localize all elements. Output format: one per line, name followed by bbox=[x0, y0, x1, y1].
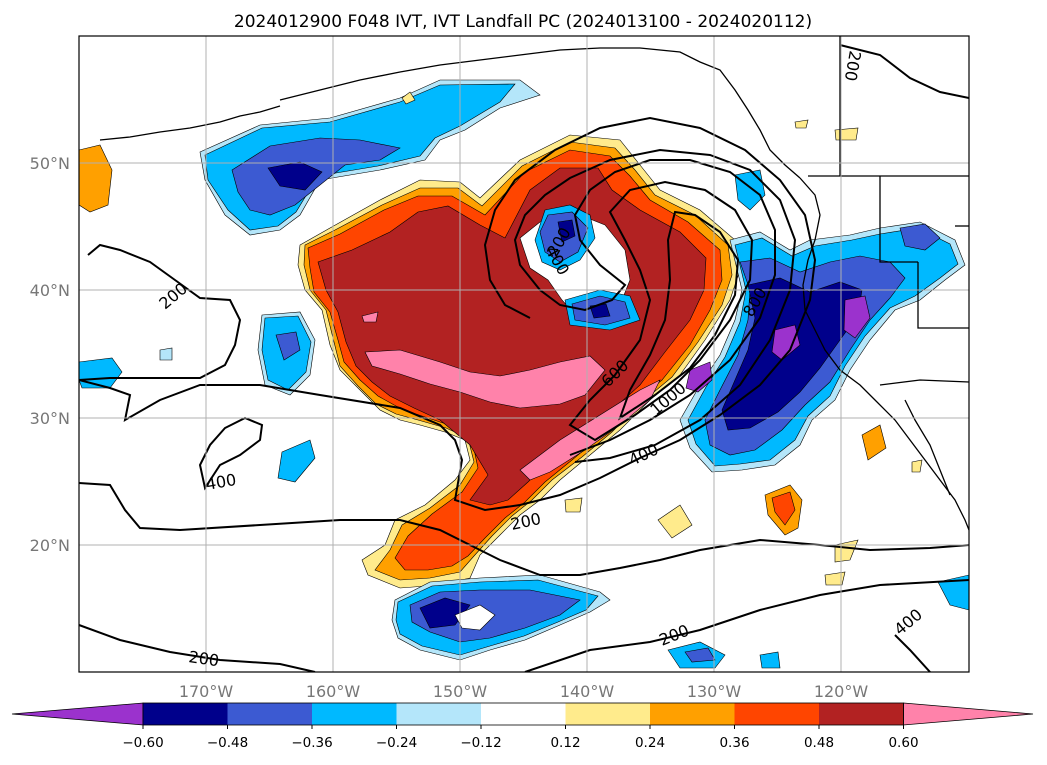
lon-label: 160°W bbox=[306, 682, 361, 701]
gridlines bbox=[79, 36, 969, 672]
colorbar-tick-label: 0.12 bbox=[550, 735, 580, 751]
fill-yellow-se3 bbox=[657, 504, 693, 539]
fill-blue-w1 bbox=[275, 331, 301, 361]
contour-label: 200 bbox=[187, 647, 220, 670]
contour-400-se bbox=[894, 634, 931, 672]
fill-cyan-s3 bbox=[937, 574, 969, 611]
ivt-contours bbox=[79, 44, 969, 672]
colorbar-tick-label: 0.24 bbox=[635, 735, 665, 751]
fill-pink-small bbox=[361, 311, 379, 323]
contour-400-main bbox=[513, 148, 797, 463]
lon-labels: 170°W 160°W 150°W 140°W 130°W 120°W bbox=[179, 682, 869, 701]
lat-label: 50°N bbox=[30, 154, 70, 173]
fill-navy-east bbox=[721, 277, 863, 431]
contour-200-far-south bbox=[79, 624, 316, 672]
colorbar-tick-label: −0.60 bbox=[122, 735, 163, 751]
lon-label: 150°W bbox=[433, 682, 488, 701]
fill-pink-main bbox=[364, 349, 606, 409]
colorbar-segment bbox=[734, 703, 819, 725]
fill-navy-core bbox=[557, 219, 576, 243]
coast-aleutians bbox=[99, 105, 281, 141]
fill-blue-s2 bbox=[684, 647, 716, 663]
fill-yellow-n2 bbox=[794, 119, 809, 129]
fill-blue-east3 bbox=[899, 223, 941, 251]
colorbar-frame bbox=[142, 702, 904, 726]
colorbar-tick-label: 0.36 bbox=[719, 735, 749, 751]
lon-label: 130°W bbox=[687, 682, 742, 701]
colorbar-segment bbox=[227, 703, 312, 725]
contour-200-main bbox=[79, 116, 817, 512]
colorbar-tick-label: −0.24 bbox=[376, 735, 417, 751]
lat-label: 40°N bbox=[30, 281, 70, 300]
colorbar-segment bbox=[565, 703, 650, 725]
coast-alaska bbox=[279, 47, 801, 179]
border-state bbox=[917, 262, 969, 329]
fill-purple-east3 bbox=[843, 295, 871, 339]
colorbar-extend-min bbox=[11, 702, 144, 726]
colorbar-extend-max bbox=[903, 702, 1034, 726]
fill-purple-east2 bbox=[771, 324, 801, 361]
fill-white-south bbox=[454, 604, 496, 631]
lat-labels: 50°N 40°N 30°N 20°N bbox=[30, 154, 70, 555]
fill-cyan-east2 bbox=[734, 169, 766, 211]
fill-orange-se2 bbox=[861, 424, 887, 461]
lat-label: 20°N bbox=[30, 536, 70, 555]
fill-cyan-w3 bbox=[277, 439, 316, 483]
fill-purple-east1 bbox=[685, 361, 713, 393]
border-mexico bbox=[879, 379, 969, 386]
coastlines bbox=[99, 36, 969, 531]
lon-label: 170°W bbox=[179, 682, 234, 701]
contour-200-south bbox=[79, 482, 969, 576]
contour-labels: 200 200 200 200 200 200 400 400 400 400 … bbox=[155, 49, 926, 670]
colorbar-segment bbox=[396, 703, 481, 725]
fill-yellow-n3 bbox=[834, 127, 859, 141]
map-panel: 200 200 200 200 200 200 400 400 400 400 … bbox=[79, 36, 969, 672]
colorbar-tick-label: −0.48 bbox=[207, 735, 248, 751]
colorbar-segment bbox=[143, 703, 228, 725]
fill-yellow-n1 bbox=[401, 91, 416, 105]
colorbar-segment bbox=[819, 703, 904, 725]
fill-redorange-se1 bbox=[771, 491, 796, 526]
contour-800 bbox=[618, 210, 740, 421]
fill-yellow-ne bbox=[911, 459, 923, 473]
colorbar-tick-label: 0.60 bbox=[888, 735, 918, 751]
lat-label: 30°N bbox=[30, 409, 70, 428]
lake-coast bbox=[879, 176, 918, 263]
colorbar-tick-label: −0.12 bbox=[460, 735, 501, 751]
colorbar: −0.60 −0.48 −0.36 −0.24 −0.12 0.12 0.24 0.36 0.4… bbox=[11, 702, 1034, 751]
contour-200-se bbox=[524, 579, 969, 672]
fill-yellow-sw bbox=[564, 497, 583, 513]
lon-label: 140°W bbox=[560, 682, 615, 701]
map-frame bbox=[78, 35, 970, 673]
contour-200-ne bbox=[839, 44, 969, 99]
colorbar-tick-label: −0.36 bbox=[291, 735, 332, 751]
colorbar-segment bbox=[312, 703, 397, 725]
lon-label: 120°W bbox=[814, 682, 869, 701]
colorbar-segment bbox=[481, 703, 566, 725]
fill-cyan-s4 bbox=[759, 651, 781, 669]
contour-400-south bbox=[198, 416, 264, 491]
coast-bc bbox=[799, 177, 969, 531]
coast-baja bbox=[904, 399, 951, 496]
contour-200-west bbox=[79, 243, 242, 381]
colorbar-segment bbox=[650, 703, 735, 725]
contour-600 bbox=[568, 180, 754, 442]
figure-title: 2024012900 F048 IVT, IVT Landfall PC (20… bbox=[234, 12, 812, 32]
fill-orange-west bbox=[79, 144, 113, 213]
colorbar-tick-label: 0.48 bbox=[804, 735, 834, 751]
fill-cyan-w4 bbox=[159, 347, 173, 361]
fill-yellow-se5 bbox=[824, 571, 846, 586]
